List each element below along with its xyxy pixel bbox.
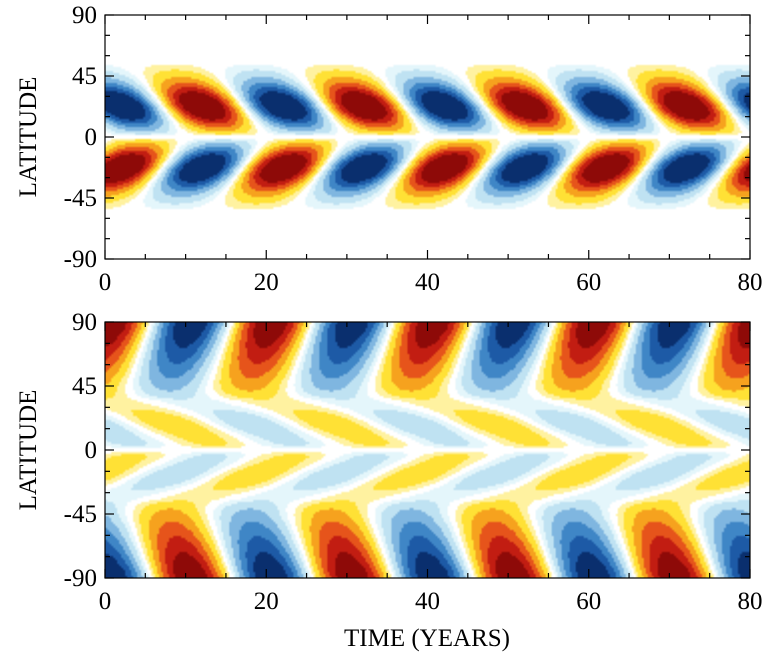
y-tick-label: 90: [72, 2, 97, 29]
bottom-panel: 0 20 40 60 80 -90 -45 0 45 90 LATITUDE TIME (YEAR…: [15, 309, 763, 652]
x-tick-label: 80: [738, 588, 763, 615]
y-tick-label: -45: [64, 185, 97, 212]
y-tick-label: 0: [85, 124, 98, 151]
y-tick-label: -90: [64, 246, 97, 273]
x-tick-label: 0: [99, 269, 112, 296]
top-heatmap: [105, 15, 750, 259]
x-tick-label: 80: [738, 269, 763, 296]
x-tick-label: 60: [576, 269, 601, 296]
y-tick-label: 45: [72, 373, 97, 400]
bottom-heatmap: [105, 322, 750, 578]
y-tick-label: 45: [72, 63, 97, 90]
top-ylabel: LATITUDE: [15, 77, 42, 198]
x-tick-label: 20: [254, 588, 279, 615]
bottom-ticks: 0 20 40 60 80 -90 -45 0 45 90: [64, 309, 763, 615]
y-tick-label: -90: [64, 565, 97, 592]
x-tick-label: 40: [415, 588, 440, 615]
bottom-ylabel: LATITUDE: [15, 390, 42, 511]
y-tick-label: 0: [85, 437, 98, 464]
x-tick-label: 60: [576, 588, 601, 615]
y-tick-label: 90: [72, 309, 97, 336]
x-tick-label: 40: [415, 269, 440, 296]
top-ticks: 0 20 40 60 80 -90 -45 0 45 90: [64, 2, 763, 296]
top-panel: 0 20 40 60 80 -90 -45 0 45 90 LATITUDE: [15, 2, 763, 296]
x-tick-label: 0: [99, 588, 112, 615]
bottom-xlabel: TIME (YEARS): [344, 625, 510, 652]
y-tick-label: -45: [64, 501, 97, 528]
x-tick-label: 20: [254, 269, 279, 296]
